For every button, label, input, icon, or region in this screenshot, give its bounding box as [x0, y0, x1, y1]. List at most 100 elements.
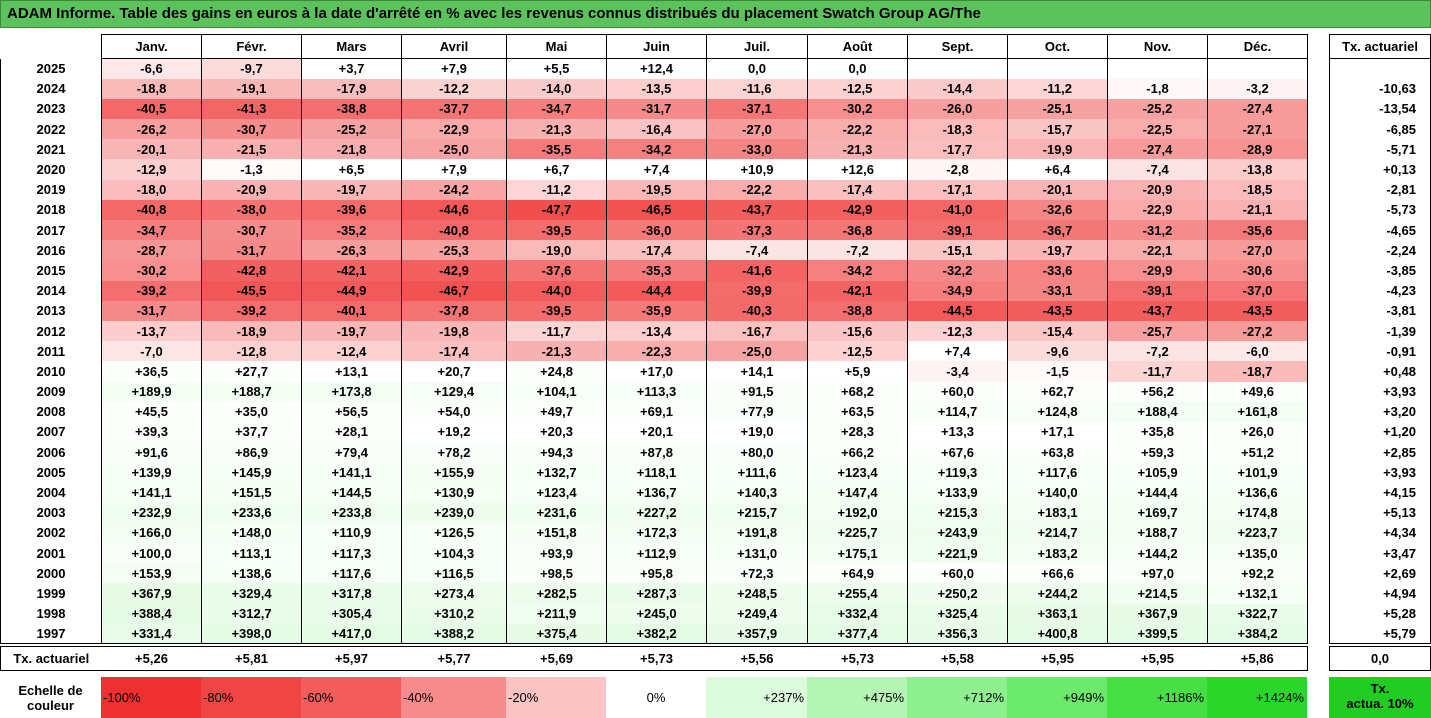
gain-cell: +79,4: [301, 442, 402, 463]
month-header-row: Janv. Févr. Mars Avril Mai Juin Juil. Août Sept.…: [1, 34, 1308, 59]
gain-cell: -3,4: [907, 361, 1008, 382]
gain-cell: -14,0: [506, 78, 607, 99]
legend-swatch: +1424%: [1207, 677, 1307, 718]
gain-cell: -36,0: [606, 220, 707, 241]
footer-rate-cell: +5,73: [807, 646, 908, 671]
legend-swatch: +475%: [807, 677, 907, 718]
gain-cell: -3,2: [1207, 78, 1308, 99]
table-row: 2009 +189,9 +188,7 +173,8 +129,4 +104,1 +113,3…: [0, 381, 1308, 402]
gain-cell: -39,2: [201, 300, 302, 321]
gain-cell: -28,9: [1207, 139, 1308, 160]
year-cell: 2004: [0, 482, 102, 503]
gain-cell: -17,7: [907, 139, 1008, 160]
gain-cell: +140,3: [706, 482, 808, 503]
gain-cell: +37,7: [201, 421, 302, 443]
gain-cell: -17,4: [401, 341, 507, 362]
gain-cell: +26,0: [1207, 421, 1308, 443]
gain-cell: -40,8: [401, 220, 507, 241]
year-cell: 2005: [0, 462, 102, 483]
gain-cell: +331,4: [101, 623, 202, 645]
gain-cell: -15,4: [1007, 320, 1108, 342]
gain-cell: +123,4: [807, 462, 908, 483]
gain-cell: +6,4: [1007, 159, 1108, 180]
month-header: Janv.: [101, 34, 202, 59]
gain-cell: +114,7: [907, 401, 1008, 422]
month-header: Nov.: [1107, 34, 1208, 59]
year-cell: 2002: [0, 522, 102, 543]
gain-cell: +388,2: [401, 623, 507, 645]
gain-cell: +77,9: [706, 401, 808, 422]
gain-cell: -22,5: [1107, 119, 1208, 140]
gain-cell: +183,1: [1007, 502, 1108, 523]
gain-cell: -13,5: [606, 78, 707, 99]
table-row: 2021 -20,1 -21,5 -21,8 -25,0 -35,5 -34,2 -33,0-…: [0, 139, 1308, 160]
gain-cell: -39,2: [101, 280, 202, 301]
gain-cell: -9,7: [201, 58, 302, 79]
gain-cell: +87,8: [606, 442, 707, 463]
gain-cell: +19,0: [706, 421, 808, 443]
gain-cell: -15,6: [807, 320, 908, 342]
rate-cell: +0,48: [1329, 361, 1431, 382]
gain-cell: +132,7: [506, 462, 607, 483]
gain-cell: -31,2: [1107, 220, 1208, 241]
gain-cell: +97,0: [1107, 563, 1208, 584]
year-cell: 2021: [0, 139, 102, 160]
table-row: 2012 -13,7 -18,9 -19,7 -19,8 -11,7 -13,4 -16,7-…: [0, 320, 1308, 342]
year-cell: 2011: [0, 341, 102, 362]
footer-rate-cell: +5,95: [1007, 646, 1108, 671]
gain-cell: -1,3: [201, 159, 302, 180]
rate-cell: +5,79: [1329, 623, 1431, 645]
gain-cell: -21,5: [201, 139, 302, 160]
gain-cell: +91,6: [101, 442, 202, 463]
gain-cell: +332,4: [807, 603, 908, 624]
gain-cell: +60,0: [907, 563, 1008, 584]
gain-cell: +129,4: [401, 381, 507, 402]
gain-cell: -13,7: [101, 320, 202, 342]
gain-cell: -43,7: [1107, 300, 1208, 321]
legend-swatch: 0%: [606, 677, 706, 718]
table-row: 2011 -7,0 -12,8 -12,4 -17,4 -21,3 -22,3 -25,0 -1…: [0, 341, 1308, 362]
gain-cell: +6,5: [301, 159, 402, 180]
gain-cell: +141,1: [301, 462, 402, 483]
gain-cell: -22,2: [706, 179, 808, 200]
gain-cell: -45,5: [201, 280, 302, 301]
month-header: Mars: [301, 34, 402, 59]
gain-cell: +144,4: [1107, 482, 1208, 503]
gain-cell: -2,8: [907, 159, 1008, 180]
table-row: 2002 +166,0 +148,0 +110,9 +126,5 +151,8 +172,3…: [0, 522, 1308, 543]
year-cell: 2012: [0, 320, 102, 342]
gain-cell: -25,3: [401, 240, 507, 261]
gain-cell: -20,9: [1107, 179, 1208, 200]
gain-cell: +243,9: [907, 522, 1008, 543]
gain-cell: -30,6: [1207, 260, 1308, 281]
gain-cell: 0,0: [807, 58, 908, 79]
rate-cell: +2,69: [1329, 563, 1431, 584]
gains-table: Janv. Févr. Mars Avril Mai Juin Juil. Août Sept.…: [0, 34, 1308, 645]
gain-cell: -33,1: [1007, 280, 1108, 301]
table-row: 2014 -39,2 -45,5 -44,9 -46,7 -44,0 -44,4 -39,9-…: [0, 280, 1308, 301]
gain-cell: -19,0: [506, 240, 607, 261]
gain-cell: -20,1: [1007, 179, 1108, 200]
gain-cell: -46,5: [606, 199, 707, 220]
rate-cell: +3,93: [1329, 381, 1431, 402]
side-footer-value: 0,0: [1329, 646, 1431, 671]
gain-cell: +91,5: [706, 381, 808, 402]
gain-cell: +62,7: [1007, 381, 1108, 402]
gain-cell: -17,9: [301, 78, 402, 99]
gain-cell: +13,1: [301, 361, 402, 382]
gain-cell: +133,9: [907, 482, 1008, 503]
rate-cell: -10,63: [1329, 78, 1431, 99]
gain-cell: -42,9: [401, 260, 507, 281]
gain-cell: -24,2: [401, 179, 507, 200]
gain-cell: +45,5: [101, 401, 202, 422]
gain-cell: +144,5: [301, 482, 402, 503]
gain-cell: +54,0: [401, 401, 507, 422]
gain-cell: +227,2: [606, 502, 707, 523]
table-row: 1997 +331,4 +398,0 +417,0 +388,2 +375,4 +382,2…: [0, 623, 1308, 645]
table-row: 2004 +141,1 +151,5 +144,5 +130,9 +123,4 +136,7…: [0, 482, 1308, 503]
gain-cell: +325,4: [907, 603, 1008, 624]
gain-cell: -12,9: [101, 159, 202, 180]
gain-cell: -16,4: [606, 119, 707, 140]
month-header: Déc.: [1207, 34, 1308, 59]
gain-cell: -9,6: [1007, 341, 1108, 362]
